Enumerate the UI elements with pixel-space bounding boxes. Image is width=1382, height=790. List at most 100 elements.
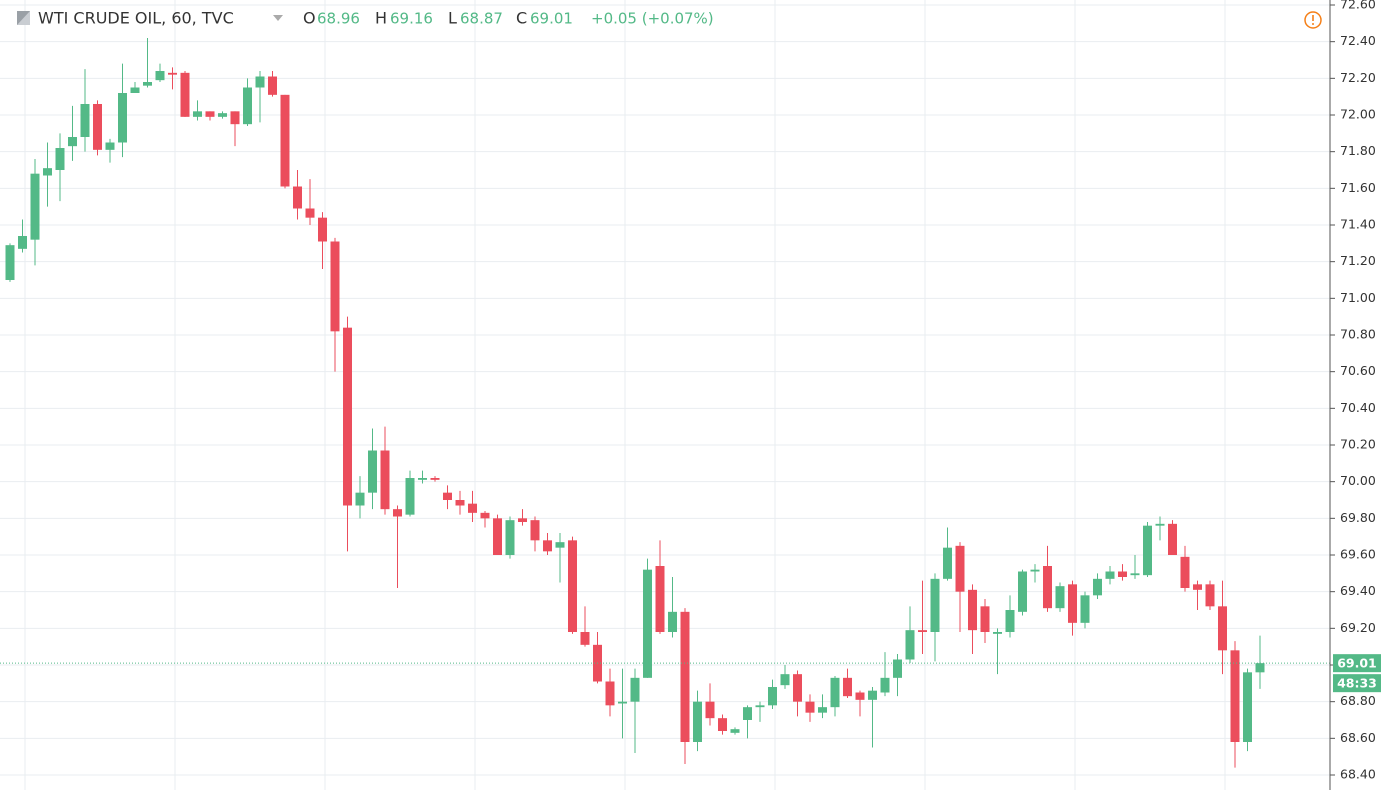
candle-body bbox=[580, 632, 590, 645]
candle-body bbox=[743, 707, 752, 720]
candle-body bbox=[43, 168, 52, 176]
legend-label: O bbox=[303, 9, 316, 28]
candle-body bbox=[680, 611, 690, 742]
y-tick-label: 68.80 bbox=[1340, 693, 1376, 708]
price-axis: 68.4068.6068.8069.0069.2069.4069.6069.80… bbox=[1330, 0, 1381, 782]
candle-body bbox=[1155, 523, 1165, 526]
candle-body bbox=[30, 173, 40, 240]
candle-body bbox=[80, 104, 90, 137]
candle-body bbox=[605, 681, 615, 706]
candle-body bbox=[268, 76, 277, 95]
candle-body bbox=[130, 87, 140, 93]
candle-body bbox=[1130, 573, 1140, 576]
candle-body bbox=[555, 542, 565, 548]
candle-body bbox=[880, 677, 890, 693]
candle-body bbox=[155, 71, 165, 81]
candle-body bbox=[693, 701, 702, 742]
candle-body bbox=[1005, 610, 1015, 632]
y-tick-label: 71.60 bbox=[1340, 180, 1376, 195]
y-tick-label: 70.60 bbox=[1340, 363, 1376, 378]
y-tick-label: 72.40 bbox=[1340, 33, 1376, 48]
change: +0.05 (+0.07%) bbox=[591, 10, 714, 28]
candle-body bbox=[768, 687, 777, 706]
candle-body bbox=[118, 93, 127, 143]
candle-body bbox=[1055, 586, 1065, 609]
candle-body bbox=[993, 632, 1002, 634]
candle-body bbox=[730, 729, 740, 733]
legend-value: 68.87 bbox=[460, 10, 503, 28]
y-tick-label: 69.20 bbox=[1340, 620, 1376, 635]
candle-body bbox=[980, 606, 990, 632]
candle-body bbox=[1018, 571, 1027, 612]
candle-body bbox=[343, 327, 352, 506]
candle-body bbox=[893, 659, 902, 678]
candle-body bbox=[93, 104, 102, 150]
candle-body bbox=[405, 478, 415, 515]
legend-value: 69.01 bbox=[530, 10, 573, 28]
candle-body bbox=[1068, 584, 1077, 623]
candle-body bbox=[505, 520, 515, 555]
legend-label: H bbox=[375, 9, 387, 28]
vertical-grid bbox=[24, 0, 1226, 790]
candle-body bbox=[705, 701, 715, 719]
y-tick-label: 71.80 bbox=[1340, 143, 1376, 158]
candle-body bbox=[480, 512, 490, 519]
candle-body bbox=[318, 217, 327, 242]
candle-body bbox=[618, 701, 627, 704]
candle-body bbox=[1080, 595, 1090, 623]
candle-body bbox=[905, 630, 915, 660]
candle-body bbox=[430, 478, 440, 480]
alert-icon[interactable] bbox=[1304, 11, 1322, 29]
y-tick-label: 69.80 bbox=[1340, 510, 1376, 525]
candle-body bbox=[568, 540, 577, 632]
candle-body bbox=[1168, 523, 1177, 555]
candles bbox=[0, 38, 1330, 768]
candle-body bbox=[530, 520, 540, 541]
candle-body bbox=[543, 540, 552, 552]
y-tick-label: 68.40 bbox=[1340, 767, 1376, 782]
candle-body bbox=[493, 518, 502, 555]
candle-body bbox=[868, 690, 877, 700]
candle-body bbox=[793, 674, 802, 702]
candle-body bbox=[1105, 571, 1115, 579]
y-tick-label: 72.20 bbox=[1340, 70, 1376, 85]
alert-icon-dot bbox=[1312, 23, 1314, 25]
y-tick-label: 70.00 bbox=[1340, 473, 1376, 488]
dropdown-arrow[interactable] bbox=[273, 15, 283, 21]
candle-body bbox=[5, 245, 15, 280]
candle-body bbox=[668, 611, 677, 632]
candle-body bbox=[755, 705, 765, 708]
candle-body bbox=[330, 241, 340, 332]
candle-body bbox=[218, 113, 227, 117]
candle-body bbox=[518, 518, 527, 522]
y-tick-label: 71.40 bbox=[1340, 217, 1376, 232]
candle-body bbox=[18, 236, 27, 249]
candle-body bbox=[1230, 650, 1240, 742]
candle-body bbox=[818, 707, 827, 713]
candle-body bbox=[1218, 606, 1227, 651]
last-price-label: 69.01 bbox=[1337, 656, 1377, 671]
legend-label: C bbox=[516, 9, 527, 28]
candle-body bbox=[1030, 569, 1040, 572]
y-tick-label: 68.60 bbox=[1340, 730, 1376, 745]
candle-body bbox=[305, 208, 315, 218]
candle-body bbox=[168, 72, 177, 75]
y-tick-label: 70.20 bbox=[1340, 437, 1376, 452]
candle-body bbox=[718, 718, 727, 731]
candle-body bbox=[1180, 556, 1190, 588]
candle-body bbox=[1043, 566, 1052, 609]
candle-body bbox=[780, 674, 790, 686]
candle-body bbox=[918, 630, 927, 632]
legend-value: 69.16 bbox=[390, 10, 433, 28]
candle-body bbox=[193, 111, 202, 117]
candle-body bbox=[955, 545, 965, 592]
candle-body bbox=[355, 492, 365, 506]
candle-body bbox=[655, 566, 665, 632]
candle-body bbox=[1093, 578, 1102, 596]
y-tick-label: 69.40 bbox=[1340, 583, 1376, 598]
candle-body bbox=[418, 478, 427, 480]
last-price-box bbox=[1333, 654, 1381, 673]
